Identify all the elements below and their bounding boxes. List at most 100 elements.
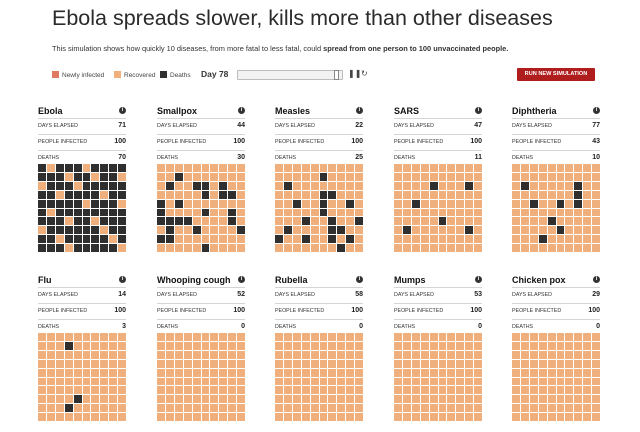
info-icon[interactable]: i <box>119 107 126 114</box>
person-cell-recovered <box>411 164 420 172</box>
person-cell-recovered <box>512 208 520 217</box>
person-cell-death <box>100 172 109 181</box>
info-icon[interactable]: i <box>475 107 482 114</box>
person-cell-death <box>319 208 328 217</box>
person-cell-recovered <box>547 164 556 172</box>
person-cell-recovered <box>310 199 319 208</box>
person-cell-recovered <box>465 164 474 172</box>
person-cell-recovered <box>447 226 456 235</box>
replay-icon[interactable]: ↻ <box>361 69 368 78</box>
person-cell-recovered <box>292 226 301 235</box>
person-cell-recovered <box>474 244 482 252</box>
pause-icon[interactable]: ❚❚ <box>348 69 362 78</box>
person-cell-recovered <box>337 190 346 199</box>
person-cell-death <box>192 226 201 235</box>
person-cell-recovered <box>520 217 529 226</box>
person-cell-recovered <box>583 181 592 190</box>
person-cell-recovered <box>456 368 465 377</box>
stat-label: DEATHS <box>157 155 179 161</box>
person-cell-recovered <box>91 386 100 395</box>
info-icon[interactable]: i <box>356 276 363 283</box>
person-cell-recovered <box>556 341 565 350</box>
person-cell-recovered <box>237 244 245 252</box>
person-cell-recovered <box>429 235 438 244</box>
person-cell-death <box>402 226 411 235</box>
person-cell-recovered <box>237 172 245 181</box>
stat-label: DEATHS <box>512 324 534 330</box>
person-cell-death <box>64 181 73 190</box>
person-cell-recovered <box>474 235 482 244</box>
person-cell-recovered <box>547 341 556 350</box>
person-cell-recovered <box>565 413 574 421</box>
person-cell-recovered <box>183 359 192 368</box>
person-cell-recovered <box>438 386 447 395</box>
info-icon[interactable]: i <box>593 107 600 114</box>
person-cell-recovered <box>547 404 556 413</box>
person-cell-death <box>64 404 73 413</box>
person-cell-recovered <box>165 341 174 350</box>
info-icon[interactable]: i <box>119 276 126 283</box>
person-cell-death <box>157 217 165 226</box>
person-cell-recovered <box>583 359 592 368</box>
person-cell-recovered <box>64 368 73 377</box>
stat-value: 100 <box>470 307 482 314</box>
person-cell-recovered <box>292 368 301 377</box>
person-cell-recovered <box>165 172 174 181</box>
person-cell-death <box>201 181 210 190</box>
person-cell-death <box>100 199 109 208</box>
person-cell-recovered <box>394 199 402 208</box>
person-cell-recovered <box>283 368 292 377</box>
person-cell-recovered <box>538 164 547 172</box>
person-cell-recovered <box>592 208 600 217</box>
day-slider[interactable] <box>237 70 343 80</box>
person-cell-recovered <box>512 341 520 350</box>
info-icon[interactable]: i <box>593 276 600 283</box>
person-cell-recovered <box>310 226 319 235</box>
stat-value: 3 <box>122 323 126 330</box>
info-icon[interactable]: i <box>475 276 482 283</box>
person-cell-recovered <box>411 413 420 421</box>
info-icon[interactable]: i <box>238 107 245 114</box>
person-cell-recovered <box>438 395 447 404</box>
person-cell-death <box>319 190 328 199</box>
person-cell-recovered <box>583 377 592 386</box>
person-cell-recovered <box>592 341 600 350</box>
stat-days-elapsed: DAYS ELAPSED 77 <box>512 118 600 134</box>
person-cell-recovered <box>157 333 165 341</box>
run-simulation-button[interactable]: RUN NEW SIMULATION <box>517 68 595 81</box>
person-cell-recovered <box>275 413 283 421</box>
stat-people-infected: PEOPLE INFECTED 100 <box>394 303 482 319</box>
info-icon[interactable]: i <box>356 107 363 114</box>
disease-name: Chicken pox <box>512 275 566 285</box>
disease-name: Ebola <box>38 106 63 116</box>
person-cell-recovered <box>465 172 474 181</box>
person-cell-death <box>64 190 73 199</box>
stat-value: 29 <box>592 291 600 298</box>
person-cell-recovered <box>157 386 165 395</box>
legend-label: Deaths <box>170 72 191 79</box>
stat-value: 0 <box>478 323 482 330</box>
person-cell-recovered <box>474 208 482 217</box>
slider-handle[interactable] <box>334 70 339 80</box>
person-cell-recovered <box>465 333 474 341</box>
person-cell-recovered <box>574 208 583 217</box>
person-cell-recovered <box>109 235 118 244</box>
person-cell-recovered <box>456 350 465 359</box>
person-cell-recovered <box>474 190 482 199</box>
stat-label: DEATHS <box>275 155 297 161</box>
person-cell-death <box>100 235 109 244</box>
person-cell-recovered <box>73 350 82 359</box>
person-cell-recovered <box>394 386 402 395</box>
disease-name: SARS <box>394 106 420 116</box>
info-icon[interactable]: i <box>238 276 245 283</box>
person-cell-recovered <box>465 359 474 368</box>
stat-days-elapsed: DAYS ELAPSED 22 <box>275 118 363 134</box>
population-grid <box>512 333 600 421</box>
person-cell-recovered <box>565 199 574 208</box>
person-cell-recovered <box>411 368 420 377</box>
person-cell-recovered <box>275 386 283 395</box>
person-cell-recovered <box>429 333 438 341</box>
disease-name: Mumps <box>394 275 426 285</box>
person-cell-recovered <box>210 217 219 226</box>
person-cell-recovered <box>82 386 91 395</box>
